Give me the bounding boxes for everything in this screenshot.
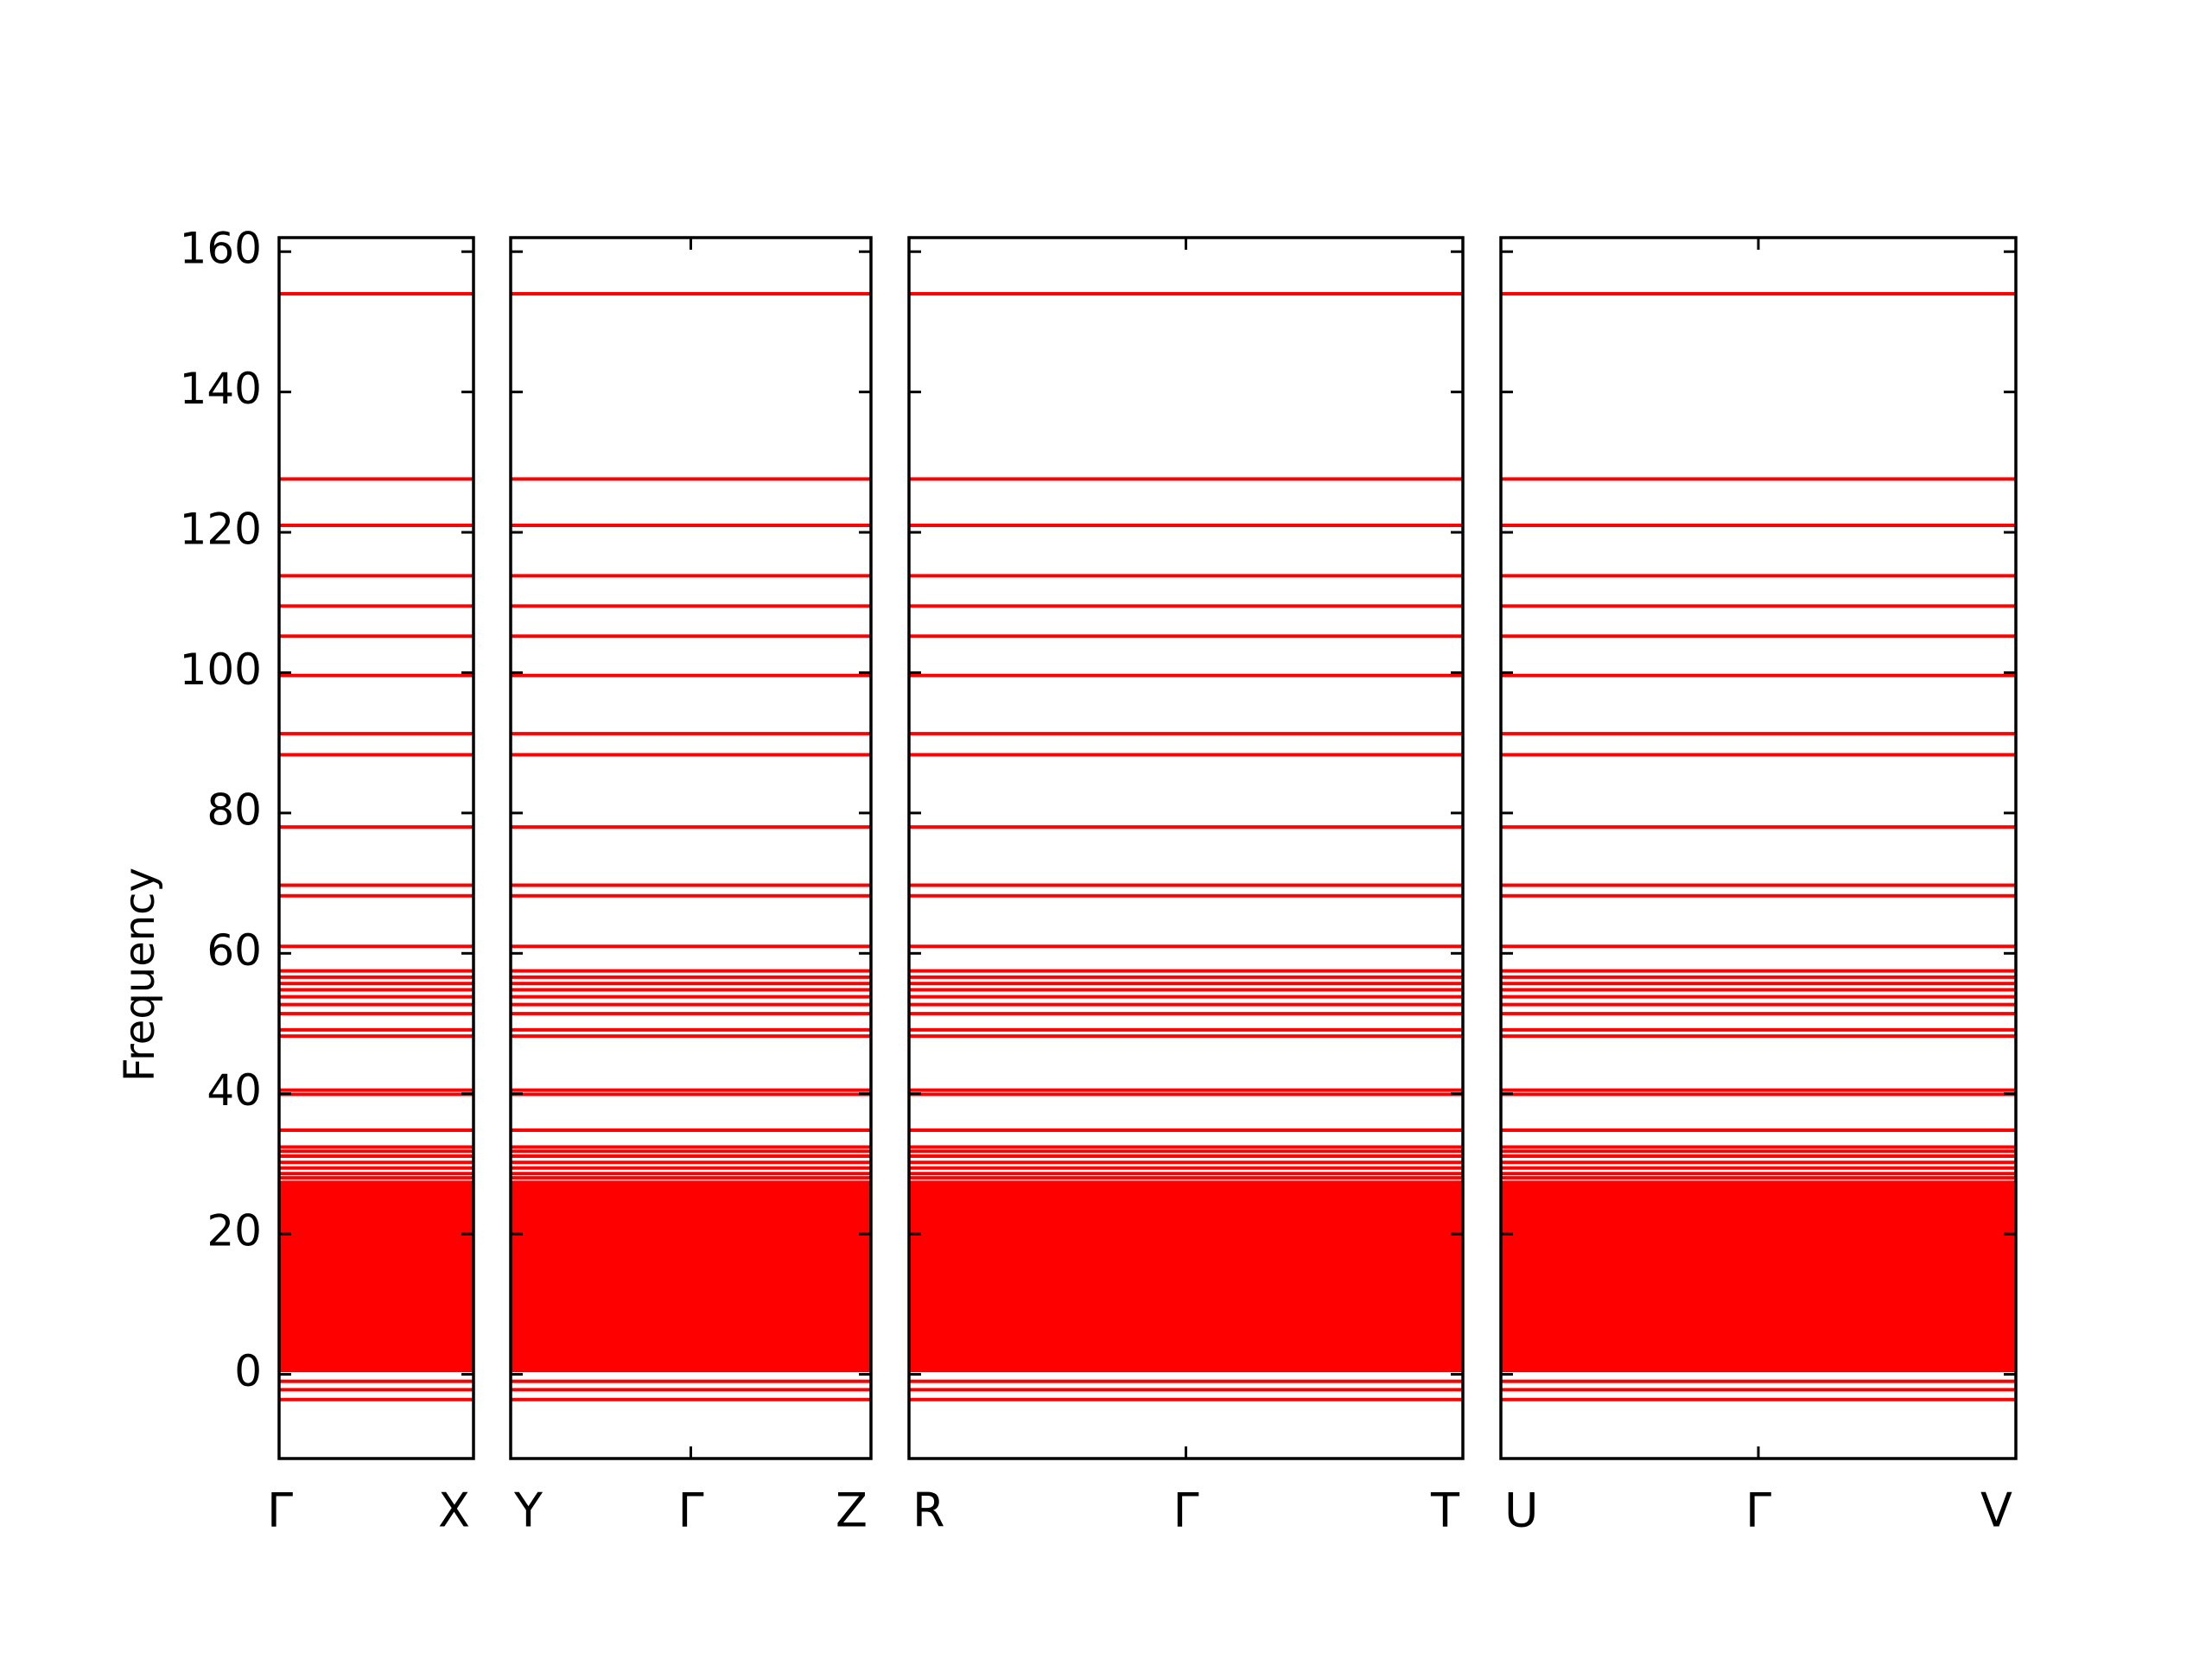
k-label-4-3: V (1980, 1484, 2012, 1538)
y-tick-label: 40 (207, 1065, 262, 1116)
y-tick-label: 120 (180, 505, 262, 555)
k-label-3-3: T (1430, 1484, 1460, 1538)
dense-band-region (279, 1180, 474, 1373)
k-label-1-1: Γ (267, 1484, 293, 1538)
k-label-4-1: U (1504, 1484, 1539, 1538)
k-label-3-1: R (912, 1484, 945, 1538)
band-lines (279, 291, 2016, 1402)
panel-4-bands (1501, 291, 2016, 1402)
panel-frames (277, 236, 2018, 1460)
y-axis-ticks: 0 20 40 60 80 100 120 140 160 (180, 224, 262, 1396)
y-tick-label: 80 (207, 785, 262, 835)
k-label-1-2: X (438, 1484, 470, 1538)
panel-1-frame (277, 236, 475, 1460)
panel-2-bands (511, 291, 871, 1402)
k-label-2-2: Γ (677, 1484, 703, 1538)
panel-3-bands (909, 291, 1463, 1402)
k-label-2-3: Z (836, 1484, 868, 1538)
k-label-2-1: Y (513, 1484, 543, 1538)
y-axis-label: Frequency (116, 868, 164, 1082)
dense-band-region (511, 1180, 871, 1373)
y-tick-label: 0 (234, 1346, 262, 1396)
y-tick-label: 140 (180, 364, 262, 414)
y-tick-label: 60 (207, 925, 262, 976)
y-tick-label: 160 (180, 224, 262, 274)
y-tick-label: 20 (207, 1206, 262, 1256)
k-label-4-2: Γ (1745, 1484, 1771, 1538)
dense-band-region (909, 1180, 1463, 1373)
panel-1-bands (279, 291, 474, 1402)
y-tick-label: 100 (180, 645, 262, 695)
dense-band-region (1501, 1180, 2016, 1373)
k-label-3-2: Γ (1173, 1484, 1198, 1538)
